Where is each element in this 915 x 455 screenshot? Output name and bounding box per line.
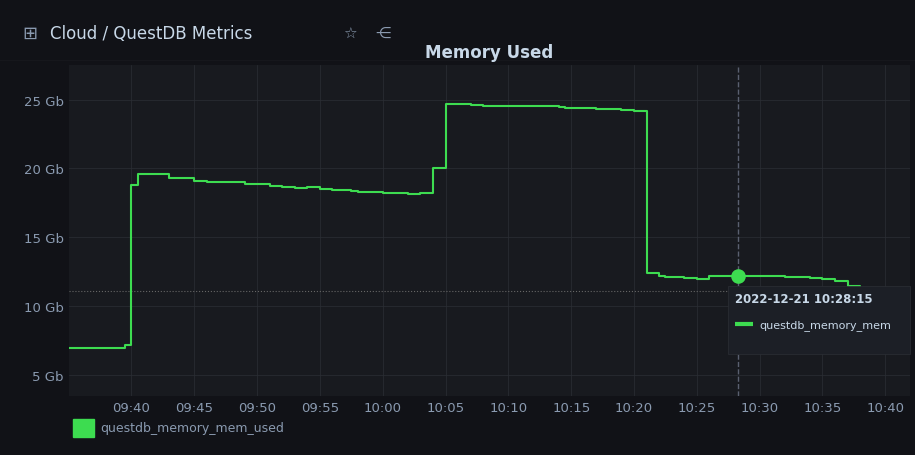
- Title: Memory Used: Memory Used: [425, 44, 554, 61]
- Text: ☆: ☆: [343, 26, 357, 41]
- Text: questdb_memory_mem: questdb_memory_mem: [759, 319, 891, 330]
- Text: ⋲: ⋲: [375, 26, 391, 41]
- Text: Cloud / QuestDB Metrics: Cloud / QuestDB Metrics: [50, 25, 253, 43]
- Text: 2022-12-21 10:28:15: 2022-12-21 10:28:15: [735, 293, 872, 306]
- Bar: [73, 419, 94, 437]
- FancyBboxPatch shape: [728, 286, 910, 354]
- Text: ⊞: ⊞: [23, 25, 38, 43]
- Text: questdb_memory_mem_used: questdb_memory_mem_used: [101, 421, 285, 434]
